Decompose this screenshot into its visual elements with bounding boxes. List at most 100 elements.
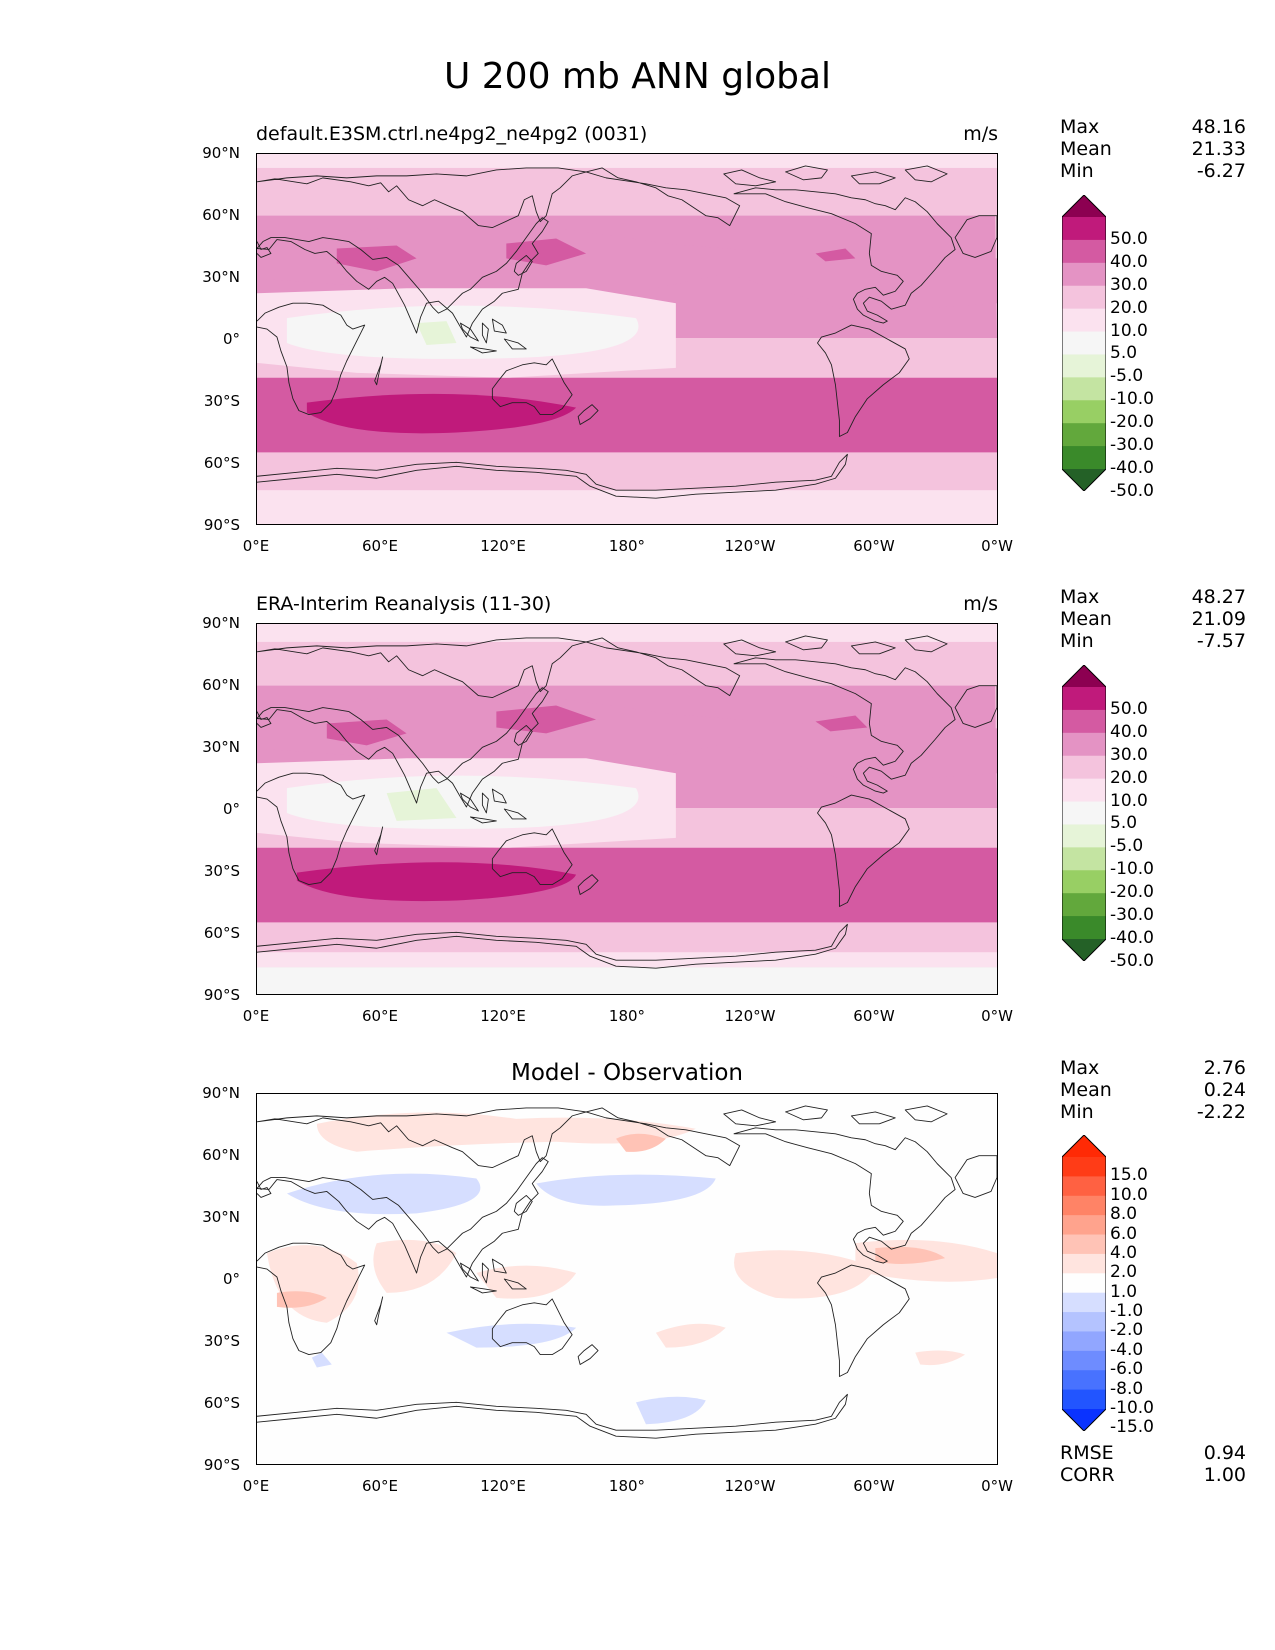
diff-negative-asia — [286, 1173, 481, 1215]
y-tick-label: 0° — [222, 330, 240, 348]
panel-1-colorbar — [1061, 194, 1107, 492]
rmse-value: 0.94 — [1203, 1442, 1246, 1464]
colorbar-segment — [1062, 778, 1106, 803]
colorbar-segment — [1062, 217, 1106, 241]
colorbar-segment — [1062, 1176, 1106, 1197]
field-south-jet-core — [296, 862, 577, 902]
colorbar-segment — [1062, 1350, 1106, 1371]
y-tick-label: 90°N — [202, 144, 240, 162]
colorbar-segment — [1062, 755, 1106, 780]
panel-1-map — [256, 153, 998, 525]
colorbar-svg — [1061, 1134, 1107, 1432]
colorbar-segment — [1062, 331, 1106, 355]
x-tick-label: 60°W — [853, 1007, 895, 1025]
colorbar-tick-label: -40.0 — [1110, 928, 1154, 948]
colorbar-tick-label: -50.0 — [1110, 950, 1154, 971]
y-tick-label: 30°S — [203, 862, 240, 880]
colorbar-tick-label: 10.0 — [1110, 790, 1148, 811]
colorbar-segment — [1062, 262, 1106, 287]
field-easterly-patch — [386, 788, 457, 821]
field-jet-asia — [326, 719, 407, 746]
colorbar-segment — [1062, 732, 1106, 757]
field-easterly-patch — [416, 321, 457, 345]
y-tick-label: 60°N — [202, 1146, 240, 1164]
stat-mean-value: 21.33 — [1191, 138, 1246, 160]
diff-positive-indian — [373, 1239, 457, 1293]
x-tick-label: 60°E — [361, 1477, 399, 1495]
x-tick-label: 120°W — [724, 1477, 776, 1495]
x-tick-label: 180° — [608, 537, 646, 555]
x-tick-label: 180° — [608, 1007, 646, 1025]
stat-max-label: Max — [1060, 586, 1100, 608]
stat-min-label: Min — [1060, 1101, 1094, 1123]
colorbar-tick-label: -20.0 — [1110, 412, 1154, 433]
colorbar-segment — [1062, 423, 1106, 447]
colorbar-tick-label: -10.0 — [1110, 859, 1154, 880]
x-tick-label: 0°E — [242, 1007, 270, 1025]
colorbar-segment — [1062, 1312, 1106, 1332]
colorbar-tick-label: 1.0 — [1110, 1281, 1138, 1302]
stat-min-label: Min — [1060, 630, 1094, 652]
colorbar-tick-label: 50.0 — [1110, 228, 1148, 249]
colorbar-segment — [1062, 870, 1106, 894]
colorbar-segment — [1062, 354, 1106, 378]
colorbar-segment — [1062, 801, 1106, 825]
colorbar-tick-label: 5.0 — [1110, 813, 1138, 834]
panel-3-map — [256, 1093, 998, 1465]
stat-min-label: Min — [1060, 160, 1094, 182]
field-jet-japan — [506, 238, 587, 266]
x-tick-label: 60°W — [853, 1477, 895, 1495]
y-tick-label: 30°S — [203, 1332, 240, 1350]
colorbar-segment — [1062, 1195, 1106, 1216]
colorbar-segment — [1062, 1292, 1106, 1313]
colorbar-extend-min — [1062, 939, 1106, 961]
colorbar-tick-label: 2.0 — [1110, 1262, 1138, 1283]
panel-2-colorbar — [1061, 664, 1107, 962]
y-tick-label: 30°S — [203, 392, 240, 410]
panel-1-title: default.E3SM.ctrl.ne4pg2_ne4pg2 (0031) — [256, 123, 648, 145]
y-tick-label: 90°N — [202, 614, 240, 632]
diff-positive-east-pacific — [734, 1250, 876, 1299]
panel-2-map — [256, 623, 998, 995]
colorbar-segment — [1062, 1331, 1106, 1352]
colorbar-tick-label: -8.0 — [1110, 1378, 1144, 1399]
colorbar-tick-label: -5.0 — [1110, 836, 1144, 857]
colorbar-extend-min — [1062, 1409, 1106, 1431]
stat-max-label: Max — [1060, 116, 1100, 138]
y-tick-label: 0° — [222, 1270, 240, 1288]
corr-value: 1.00 — [1203, 1464, 1246, 1486]
x-tick-label: 60°W — [853, 537, 895, 555]
y-tick-label: 30°N — [202, 268, 240, 286]
colorbar-extend-max — [1062, 1135, 1106, 1157]
x-tick-label: 60°E — [361, 1007, 399, 1025]
x-tick-label: 120°W — [724, 1007, 776, 1025]
diff-negative-south — [635, 1396, 706, 1425]
x-tick-label: 0°W — [981, 1477, 1013, 1495]
colorbar-segment — [1062, 847, 1106, 871]
rmse-label: RMSE — [1060, 1442, 1114, 1464]
field-tropics-calm — [286, 305, 639, 359]
colorbar-tick-label: 30.0 — [1110, 744, 1148, 765]
stat-mean-value: 21.09 — [1191, 608, 1246, 630]
panel-2-colorbar-labels: 50.0 40.0 30.0 20.0 10.0 5.0 -5.0 -10.0 -20.0 -30… — [1110, 665, 1210, 971]
field-polar-north — [257, 624, 997, 642]
colorbar-tick-label: 4.0 — [1110, 1242, 1138, 1263]
colorbar-tick-label: 8.0 — [1110, 1204, 1138, 1225]
colorbar-segment — [1062, 709, 1106, 734]
stat-max-value: 48.16 — [1191, 116, 1246, 138]
colorbar-extend-min — [1062, 469, 1106, 491]
colorbar-tick-label: -40.0 — [1110, 458, 1154, 478]
panel-3-colorbar-labels: 15.0 10.0 8.0 6.0 4.0 2.0 1.0 -1.0 -2.0 -4.0 -6.0-… — [1110, 1135, 1210, 1437]
colorbar-segment — [1062, 1157, 1106, 1177]
diff-negative-pacific — [536, 1174, 716, 1206]
diff-negative-australia — [446, 1323, 577, 1348]
colorbar-tick-label: -1.0 — [1110, 1301, 1144, 1322]
x-tick-label: 0°W — [981, 537, 1013, 555]
colorbar-segment — [1062, 285, 1106, 310]
diff-positive-north — [316, 1112, 696, 1152]
diff-positive-africa-core — [276, 1291, 327, 1308]
field-polar-south — [257, 967, 997, 994]
colorbar-tick-label: 40.0 — [1110, 251, 1148, 272]
colorbar-tick-label: 5.0 — [1110, 343, 1138, 364]
colorbar-tick-label: -5.0 — [1110, 366, 1144, 387]
